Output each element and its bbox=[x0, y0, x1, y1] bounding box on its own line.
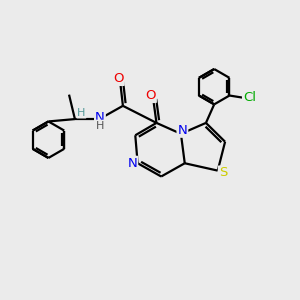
Text: H: H bbox=[96, 121, 104, 130]
Text: N: N bbox=[128, 157, 137, 170]
Text: N: N bbox=[95, 111, 105, 124]
Text: Cl: Cl bbox=[243, 91, 256, 104]
Text: H: H bbox=[77, 108, 86, 118]
Text: O: O bbox=[145, 89, 156, 102]
Text: O: O bbox=[113, 72, 124, 85]
Text: N: N bbox=[178, 124, 187, 137]
Text: S: S bbox=[219, 167, 227, 179]
